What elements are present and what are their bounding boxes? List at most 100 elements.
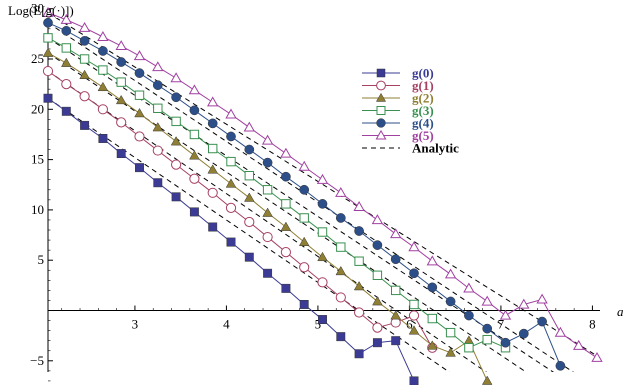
data-point (98, 134, 108, 143)
data-point (134, 131, 145, 142)
data-point (376, 106, 386, 115)
data-point (375, 92, 387, 102)
legend-label: g(0) (412, 66, 434, 81)
x-tick-label: 4 (223, 317, 230, 332)
data-point (280, 147, 292, 158)
data-point (353, 281, 365, 291)
data-point (189, 173, 200, 184)
series-line (47, 12, 598, 359)
x-tick-label: 5 (315, 317, 322, 332)
legend-label: g(5) (412, 128, 434, 143)
data-point (42, 65, 54, 77)
data-point (171, 92, 181, 103)
y-tick-label: 10 (31, 202, 44, 217)
data-point (281, 283, 291, 293)
data-point (207, 187, 218, 198)
data-point (354, 256, 364, 266)
data-point (281, 171, 291, 182)
data-point (208, 222, 218, 232)
x-tick-label: 8 (589, 317, 596, 332)
data-point (537, 316, 547, 327)
y-tick-label: −5 (30, 353, 44, 368)
data-point (464, 343, 474, 353)
data-point (354, 349, 364, 359)
data-point (171, 116, 181, 127)
data-point (499, 309, 512, 320)
data-point (391, 336, 401, 346)
data-point (482, 323, 493, 334)
data-point (298, 236, 310, 246)
data-point (115, 94, 127, 105)
data-point (445, 347, 456, 357)
data-point (464, 310, 474, 321)
data-point (244, 170, 255, 181)
data-point (280, 221, 292, 231)
data-point (463, 282, 475, 293)
data-point (335, 265, 347, 276)
legend-label: g(3) (412, 103, 434, 118)
data-point (78, 21, 91, 32)
data-point (244, 144, 255, 155)
data-point (43, 17, 53, 28)
series-g1 (42, 65, 438, 353)
data-point (170, 136, 182, 146)
data-point (226, 131, 236, 142)
data-point (43, 93, 53, 103)
data-point (409, 268, 419, 279)
data-point (61, 25, 72, 36)
data-point (335, 292, 346, 303)
data-point (299, 184, 310, 195)
data-point (244, 216, 255, 228)
data-point (226, 237, 236, 247)
data-point (317, 199, 328, 209)
legend-label: g(1) (412, 78, 434, 93)
data-point (555, 360, 566, 371)
data-point (591, 351, 603, 362)
data-point (353, 201, 365, 212)
data-point (208, 143, 218, 154)
data-point (116, 77, 126, 87)
data-point (536, 293, 548, 304)
data-point (116, 57, 127, 67)
data-point (134, 90, 145, 100)
data-point (152, 145, 163, 156)
data-point (376, 68, 386, 78)
data-point (116, 117, 127, 128)
data-point (299, 213, 309, 223)
data-point (79, 91, 90, 102)
data-point (135, 163, 144, 173)
data-point (408, 325, 420, 335)
data-point (225, 178, 237, 188)
analytic-line (55, 18, 600, 359)
data-point (226, 156, 236, 167)
data-point (390, 254, 401, 265)
series-g0 (43, 93, 419, 385)
data-point (261, 134, 274, 145)
data-point (189, 207, 199, 217)
data-point (317, 227, 328, 237)
data-point (79, 54, 90, 64)
data-point (116, 149, 126, 159)
data-point (427, 282, 438, 293)
series-g4 (43, 17, 566, 371)
data-point (79, 69, 90, 79)
axes: −551015202530345678 (30, 1, 600, 382)
data-point (262, 231, 273, 243)
data-point (390, 310, 401, 320)
data-point (318, 315, 327, 325)
data-point (98, 65, 108, 75)
y-tick-label: 5 (38, 252, 45, 267)
data-point (427, 313, 438, 324)
data-point (115, 40, 127, 51)
data-point (372, 270, 383, 280)
data-point (317, 251, 328, 262)
data-point (299, 262, 310, 273)
data-point (153, 178, 163, 188)
legend-item: g(0) (362, 66, 434, 81)
data-point (372, 338, 382, 348)
data-point (134, 68, 145, 78)
data-point (481, 295, 493, 306)
data-point (372, 240, 383, 250)
data-point (98, 46, 108, 56)
data-point (372, 296, 383, 306)
